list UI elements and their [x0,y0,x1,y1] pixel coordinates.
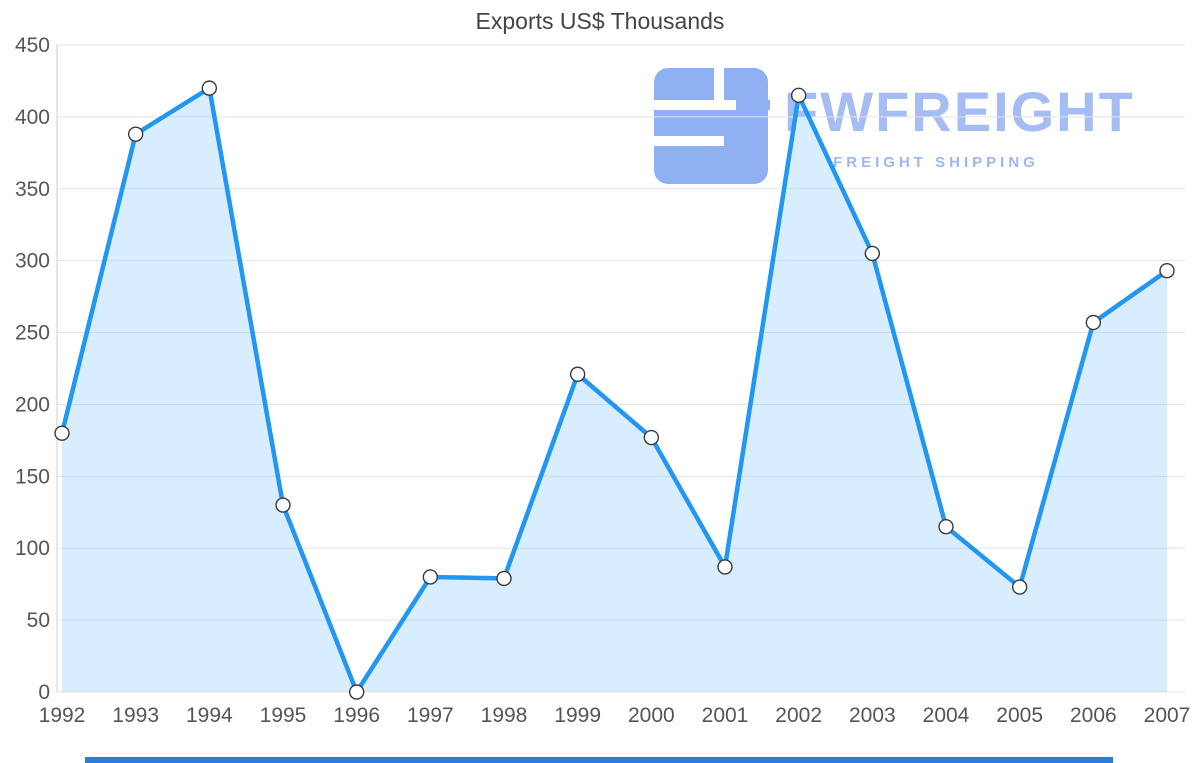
y-axis-label: 50 [27,609,50,632]
y-axis-label: 400 [15,106,50,129]
watermark-tagline: FREIGHT SHIPPING [833,154,1039,171]
data-point[interactable] [348,684,365,700]
x-axis-label: 2001 [702,704,749,727]
x-axis-label: 2002 [775,704,822,727]
y-axis-label: 100 [15,537,50,560]
watermark-brand: FWFREIGHT [784,80,1135,143]
bottom-bar [85,757,1113,763]
data-point[interactable] [422,569,439,585]
data-point[interactable] [1011,579,1028,595]
y-axis-label: 0 [38,681,50,704]
data-point[interactable] [864,245,881,262]
x-axis-label: 1992 [39,704,86,727]
area-fill [62,88,1167,693]
x-axis-label: 1993 [112,704,159,727]
y-axis-label: 250 [15,322,50,345]
x-axis-label: 2006 [1070,704,1117,727]
data-point[interactable] [201,80,218,96]
x-axis-label: 1998 [481,704,528,727]
x-axis-label: 1997 [407,704,454,727]
x-axis-label: 2003 [849,704,896,727]
y-axis-label: 150 [15,465,50,488]
data-point[interactable] [275,497,291,513]
x-axis-label: 2007 [1144,704,1191,727]
x-axis-label: 1995 [260,704,307,727]
x-axis-label: 2005 [996,704,1043,727]
data-point[interactable] [643,429,660,446]
data-point[interactable] [1159,263,1175,279]
watermark: FWFREIGHT FREIGHT SHIPPING [652,66,1135,186]
data-point[interactable] [790,87,807,104]
y-axis-label: 350 [15,178,50,201]
chart-title: Exports US$ Thousands [475,8,725,34]
x-axis-label: 2000 [628,704,675,727]
data-point[interactable] [938,518,954,535]
y-axis-label: 300 [15,250,50,273]
trend-line [59,85,1170,695]
fwfreight-logo-icon [654,68,770,184]
data-point[interactable] [54,425,70,441]
x-axis-label: 2004 [923,704,970,727]
y-axis-label: 200 [15,393,50,416]
x-axis-label: 1994 [186,704,233,727]
data-point[interactable] [717,559,733,575]
watermark-text: FWFREIGHT FREIGHT SHIPPING [784,66,1135,172]
data-point[interactable] [496,570,512,587]
x-axis-label: 1996 [333,704,380,727]
data-point[interactable] [569,366,586,382]
x-axis-label: 1999 [554,704,601,727]
y-axis-label: 450 [15,34,50,57]
data-point[interactable] [1085,314,1102,331]
data-point[interactable] [127,126,144,142]
